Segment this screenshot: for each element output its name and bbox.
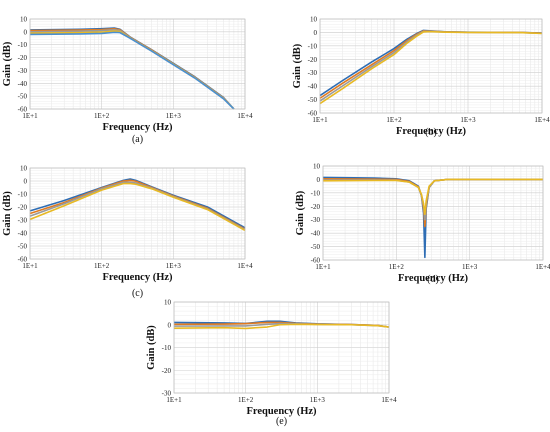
series-line	[319, 30, 543, 105]
y-tick-label: -10	[18, 191, 28, 199]
y-tick-label: -50	[308, 96, 318, 104]
y-tick-label: -50	[18, 243, 28, 251]
y-tick-label: -40	[18, 230, 28, 238]
panel-label: (d)	[427, 274, 439, 285]
y-tick-label: -20	[18, 54, 28, 62]
panel-label: (a)	[132, 134, 143, 145]
y-tick-label: -30	[18, 217, 28, 225]
x-tick-label: 1E+1	[22, 112, 38, 120]
plot-frame	[29, 18, 246, 110]
y-tick-label: -20	[18, 204, 28, 212]
y-tick-label: -50	[18, 93, 28, 101]
x-tick-label: 1E+2	[389, 263, 405, 271]
x-tick-label: 1E+2	[94, 262, 110, 270]
series-line	[173, 323, 390, 330]
x-tick-label: 1E+2	[238, 396, 254, 404]
series-line	[322, 178, 543, 216]
y-tick-label: -40	[308, 83, 318, 91]
chart-panel: -60 -50 -40 -30 -20 -10 0 10 1E+1 1E+2 1E+3 1E+4 Fre…	[2, 16, 253, 146]
y-tick-label: 10	[313, 163, 321, 171]
x-tick-label: 1E+4	[534, 116, 550, 124]
x-tick-label: 1E+3	[460, 116, 476, 124]
x-axis-label: Frequency (Hz)	[398, 273, 469, 284]
panel-label: (e)	[276, 416, 287, 427]
x-tick-label: 1E+3	[166, 112, 182, 120]
x-axis-label: Frequency (Hz)	[396, 126, 467, 137]
x-axis-label: Frequency (Hz)	[102, 122, 173, 133]
plot-frame	[173, 301, 390, 394]
x-axis-label: Frequency (Hz)	[102, 272, 173, 283]
x-tick-label: 1E+4	[237, 112, 253, 120]
plot-area	[320, 19, 542, 113]
x-tick-label: 1E+1	[166, 396, 182, 404]
x-tick-label: 1E+2	[94, 112, 110, 120]
y-tick-label: 0	[317, 176, 321, 184]
y-tick-label: 0	[24, 28, 28, 36]
y-tick-label: -20	[162, 367, 172, 375]
y-tick-label: 0	[168, 321, 172, 329]
y-axis-label: Gain (dB)	[292, 43, 303, 88]
chart-panel: -60 -50 -40 -30 -20 -10 0 10 1E+1 1E+2 1E+3 1E+4 Fre…	[295, 163, 550, 286]
y-tick-label: -30	[308, 69, 318, 77]
x-tick-label: 1E+2	[386, 116, 402, 124]
x-tick-label: 1E+4	[535, 263, 550, 271]
x-tick-label: 1E+1	[312, 116, 328, 124]
y-tick-label: 10	[164, 299, 172, 307]
chart-panel: -30 -20 -10 0 10 1E+1 1E+2 1E+3 1E+4 Frequency (H…	[146, 299, 397, 428]
panel-label: (c)	[132, 288, 143, 299]
series-line	[29, 178, 246, 229]
y-axis-label: Gain (dB)	[295, 190, 306, 235]
y-tick-label: -20	[311, 203, 321, 211]
x-tick-label: 1E+1	[22, 262, 38, 270]
y-tick-label: -40	[311, 230, 321, 238]
y-tick-label: -10	[308, 42, 318, 50]
y-tick-label: -30	[162, 390, 172, 398]
y-axis-label: Gain (dB)	[2, 41, 13, 86]
y-tick-label: 0	[24, 178, 28, 186]
plot-frame	[29, 167, 246, 260]
y-tick-label: -30	[311, 216, 321, 224]
y-tick-label: -10	[311, 189, 321, 197]
x-tick-label: 1E+1	[315, 263, 331, 271]
y-tick-label: -50	[311, 243, 321, 251]
x-tick-label: 1E+3	[462, 263, 478, 271]
chart-panel: -60 -50 -40 -30 -20 -10 0 10 1E+1 1E+2 1E+3 1E+4 Fre…	[2, 165, 253, 300]
y-tick-label: -60	[308, 110, 318, 118]
series-line	[29, 182, 246, 232]
plot-frame	[319, 18, 543, 114]
y-tick-label: -60	[18, 256, 28, 264]
y-tick-label: -10	[162, 344, 172, 352]
y-tick-label: 10	[20, 165, 28, 173]
y-axis-label: Gain (dB)	[146, 325, 157, 370]
y-tick-label: -30	[18, 67, 28, 75]
y-tick-label: -60	[311, 257, 321, 265]
x-tick-label: 1E+3	[166, 262, 182, 270]
x-tick-label: 1E+4	[237, 262, 253, 270]
x-tick-label: 1E+3	[310, 396, 326, 404]
y-tick-label: 0	[314, 29, 318, 37]
panel-label: (b)	[425, 127, 437, 138]
y-tick-label: -40	[18, 80, 28, 88]
y-axis-label: Gain (dB)	[2, 191, 13, 236]
y-tick-label: -20	[308, 56, 318, 64]
series-line	[29, 31, 235, 110]
y-tick-label: -10	[18, 41, 28, 49]
x-axis-label: Frequency (Hz)	[246, 406, 317, 417]
y-tick-label: 10	[20, 16, 28, 24]
y-tick-label: 10	[310, 16, 318, 24]
chart-panel: -60 -50 -40 -30 -20 -10 0 10 1E+1 1E+2 1E+3 1E+4 Fre…	[292, 16, 550, 139]
x-tick-label: 1E+4	[381, 396, 397, 404]
plot-frame	[322, 165, 544, 261]
y-tick-label: -60	[18, 106, 28, 114]
